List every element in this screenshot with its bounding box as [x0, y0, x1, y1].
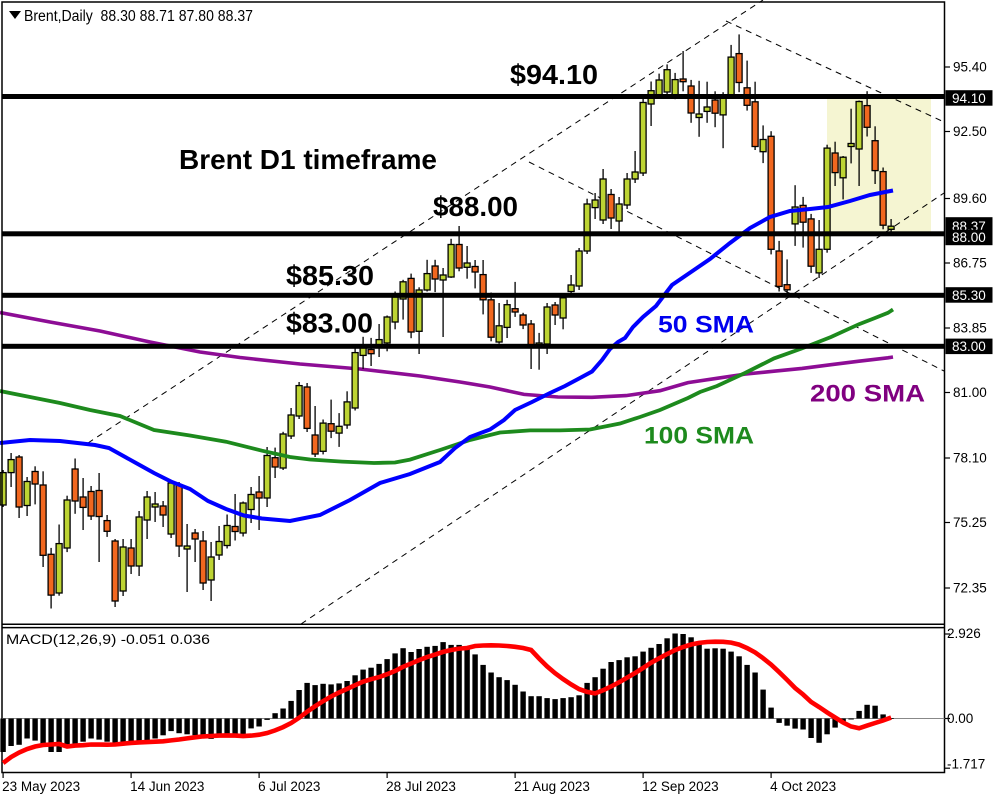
svg-text:94.10: 94.10: [952, 91, 986, 106]
svg-text:75.25: 75.25: [953, 515, 987, 530]
svg-text:Brent D1 timeframe: Brent D1 timeframe: [179, 144, 437, 175]
svg-text:23 May 2023: 23 May 2023: [2, 779, 80, 794]
svg-text:$94.10: $94.10: [510, 59, 598, 90]
svg-text:78.10: 78.10: [953, 451, 987, 466]
svg-text:85.30: 85.30: [952, 288, 986, 303]
svg-text:6 Jul 2023: 6 Jul 2023: [258, 779, 320, 794]
svg-text:2.926: 2.926: [947, 626, 981, 641]
svg-text:72.35: 72.35: [953, 581, 987, 596]
svg-text:83.85: 83.85: [953, 321, 987, 336]
svg-text:200 SMA: 200 SMA: [810, 381, 925, 408]
svg-text:95.40: 95.40: [953, 60, 987, 75]
svg-text:50 SMA: 50 SMA: [658, 312, 754, 339]
svg-text:92.50: 92.50: [953, 124, 987, 139]
svg-text:0.00: 0.00: [947, 711, 973, 726]
svg-text:86.75: 86.75: [953, 256, 987, 271]
svg-text:$88.00: $88.00: [433, 191, 518, 222]
svg-text:$83.00: $83.00: [286, 308, 373, 339]
svg-text:88.00: 88.00: [952, 230, 986, 245]
svg-text:21 Aug 2023: 21 Aug 2023: [514, 779, 590, 794]
svg-text:4 Oct 2023: 4 Oct 2023: [770, 779, 836, 794]
svg-text:12 Sep 2023: 12 Sep 2023: [642, 779, 719, 794]
svg-text:MACD(12,26,9) -0.051 0.036: MACD(12,26,9) -0.051 0.036: [6, 632, 210, 647]
svg-text:$85.30: $85.30: [286, 260, 374, 291]
svg-text:-1.717: -1.717: [947, 757, 985, 772]
svg-text:81.00: 81.00: [953, 385, 987, 400]
svg-text:Brent,Daily 88.30 88.71 87.80: Brent,Daily 88.30 88.71 87.80 88.37: [24, 8, 253, 25]
svg-text:100 SMA: 100 SMA: [644, 423, 754, 450]
svg-text:89.60: 89.60: [953, 191, 987, 206]
svg-text:28 Jul 2023: 28 Jul 2023: [386, 779, 456, 794]
svg-text:14 Jun 2023: 14 Jun 2023: [130, 779, 204, 794]
svg-text:83.00: 83.00: [952, 339, 986, 354]
